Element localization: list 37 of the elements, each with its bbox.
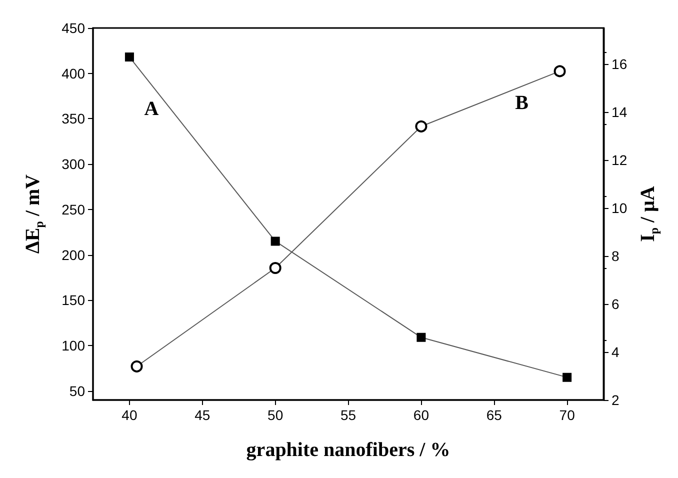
point — [415, 120, 428, 132]
x-tick-label: 70 — [559, 407, 576, 423]
point — [269, 262, 282, 274]
x-tick-label: 45 — [194, 407, 210, 423]
y-axis-title: ΔEp / mV — [22, 174, 46, 254]
y2-tick-label: 16 — [612, 56, 628, 72]
point — [416, 332, 426, 342]
y2-tick-label: 12 — [612, 152, 628, 168]
y-tick-label: 400 — [62, 65, 86, 82]
y2-tick-label: 14 — [612, 104, 628, 120]
y2-tick-label: 2 — [612, 392, 620, 408]
y-tick-label: 450 — [62, 20, 86, 36]
y2-tick-label: 6 — [612, 296, 620, 312]
x-tick-label: 60 — [413, 407, 430, 423]
y-tick-label: 250 — [62, 201, 86, 218]
annotation: B — [515, 92, 528, 114]
y-tick-label: 350 — [62, 110, 86, 127]
y-tick-label: 200 — [62, 246, 86, 263]
y2-tick-label: 10 — [612, 200, 628, 216]
y-tick-label: 100 — [62, 338, 86, 354]
x-axis-title: graphite nanofibers / % — [246, 439, 450, 461]
y-tick-label: 150 — [62, 292, 86, 308]
point — [562, 372, 572, 382]
y-tick-label: 50 — [69, 382, 86, 399]
y-tick-label: 300 — [62, 156, 86, 172]
y2-tick-label: 8 — [612, 248, 620, 264]
point — [554, 65, 566, 78]
x-tick-label: 40 — [122, 407, 138, 423]
y2-axis-title: Ip / μA — [637, 186, 661, 242]
y2-tick-label: 4 — [612, 344, 620, 360]
x-tick-label: 50 — [268, 407, 284, 423]
x-tick-label: 55 — [340, 407, 356, 423]
point — [124, 52, 134, 62]
point — [270, 236, 280, 246]
x-tick-label: 65 — [486, 407, 502, 423]
annotation: A — [144, 98, 160, 120]
point — [130, 360, 143, 372]
